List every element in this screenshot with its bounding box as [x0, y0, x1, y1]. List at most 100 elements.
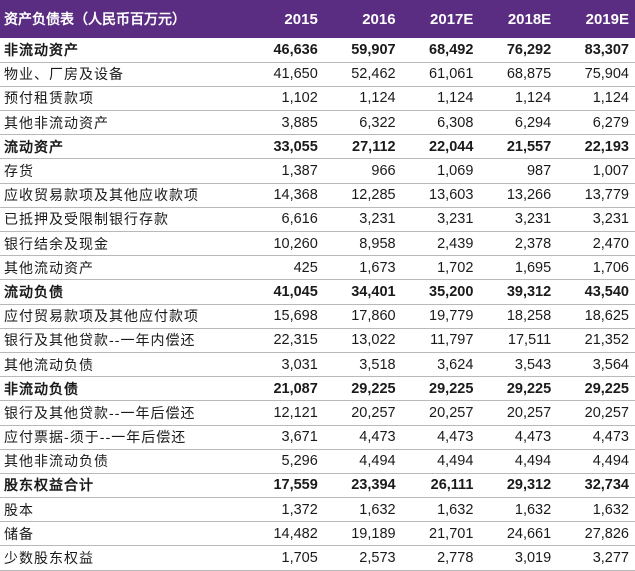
row-label: 银行及其他贷款--一年内偿还	[0, 328, 246, 353]
row-value: 33,055	[246, 134, 324, 160]
row-value: 1,124	[557, 86, 635, 112]
row-label: 其他非流动资产	[0, 110, 246, 136]
row-value: 59,907	[323, 38, 402, 63]
row-value: 6,308	[401, 110, 480, 136]
row-value: 1,124	[323, 86, 402, 112]
row-label: 少数股东权益	[0, 545, 246, 571]
header-year: 2015	[284, 10, 318, 28]
header-year: 2017E	[430, 10, 474, 28]
row-value: 20,257	[557, 400, 635, 426]
row-value: 1,695	[479, 255, 558, 281]
row-value: 68,875	[479, 62, 558, 87]
row-value: 2,439	[401, 231, 480, 257]
row-label: 银行及其他贷款--一年后偿还	[0, 400, 246, 426]
table-row: 股东权益合计 17,559 23,394 26,111 29,312 32,734	[0, 473, 635, 499]
row-value: 76,292	[479, 38, 558, 63]
row-value: 21,557	[479, 134, 558, 160]
row-value: 29,225	[557, 376, 635, 402]
row-value: 41,045	[246, 279, 324, 305]
row-value: 3,277	[557, 545, 635, 571]
row-value: 75,904	[557, 62, 635, 87]
row-value: 2,470	[557, 231, 635, 257]
row-value: 5,296	[246, 449, 324, 474]
row-value: 1,124	[479, 86, 558, 112]
row-value: 1,673	[323, 255, 402, 281]
row-value: 21,087	[246, 376, 324, 402]
table-row: 股本 1,372 1,632 1,632 1,632 1,632	[0, 497, 635, 523]
row-value: 12,121	[246, 400, 324, 426]
row-value: 1,124	[401, 86, 480, 112]
row-value: 20,257	[323, 400, 402, 426]
row-value: 29,225	[479, 376, 558, 402]
row-label: 非流动资产	[0, 38, 246, 63]
table-row: 存货 1,387 966 1,069 987 1,007	[0, 158, 635, 184]
row-value: 3,231	[401, 207, 480, 233]
row-value: 1,387	[246, 158, 324, 184]
row-label: 物业、厂房及设备	[0, 62, 246, 87]
row-value: 13,603	[401, 183, 480, 208]
row-value: 68,492	[401, 38, 480, 63]
row-value: 8,958	[323, 231, 402, 257]
table-header: 资产负债表（人民币百万元） 2015 2016 2017E 2018E 2019…	[0, 0, 635, 38]
row-label: 应付票据-须于--一年后偿还	[0, 425, 246, 450]
row-value: 29,225	[323, 376, 402, 402]
row-value: 34,401	[323, 279, 402, 305]
row-value: 6,322	[323, 110, 402, 136]
header-year: 2016	[362, 10, 396, 28]
row-value: 22,044	[401, 134, 480, 160]
row-value: 987	[479, 158, 558, 184]
row-label: 应收贸易款项及其他应收款项	[0, 183, 246, 208]
row-value: 17,511	[479, 328, 558, 353]
table-row: 应收贸易款项及其他应收款项 14,368 12,285 13,603 13,266 13,…	[0, 183, 635, 208]
row-label: 其他非流动负债	[0, 449, 246, 474]
row-value: 1,632	[557, 497, 635, 523]
table-row: 银行及其他贷款--一年内偿还 22,315 13,022 11,797 17,511 21…	[0, 328, 635, 353]
row-value: 3,543	[479, 352, 558, 378]
row-value: 1,705	[246, 545, 324, 571]
row-value: 29,312	[479, 473, 558, 499]
row-value: 1,632	[401, 497, 480, 523]
row-value: 3,671	[246, 425, 324, 450]
header-year: 2019E	[585, 10, 629, 28]
table-row: 其他非流动资产 3,885 6,322 6,308 6,294 6,279	[0, 110, 635, 136]
row-value: 3,019	[479, 545, 558, 571]
row-value: 23,394	[323, 473, 402, 499]
row-value: 61,061	[401, 62, 480, 87]
header-year: 2018E	[507, 10, 552, 28]
row-label: 股东权益合计	[0, 473, 246, 499]
row-value: 4,473	[557, 425, 635, 450]
row-value: 3,885	[246, 110, 324, 136]
row-value: 3,031	[246, 352, 324, 378]
row-label: 应付贸易款项及其他应付款项	[0, 304, 246, 329]
row-value: 35,200	[401, 279, 480, 305]
row-value: 32,734	[557, 473, 635, 499]
row-value: 27,112	[323, 134, 402, 160]
row-value: 21,352	[557, 328, 635, 353]
row-value: 1,706	[557, 255, 635, 281]
table-row: 其他非流动负债 5,296 4,494 4,494 4,494 4,494	[0, 449, 635, 474]
row-value: 4,494	[401, 449, 480, 474]
row-label: 流动负债	[0, 279, 246, 305]
row-value: 19,779	[401, 304, 480, 329]
row-value: 4,494	[557, 449, 635, 474]
row-value: 17,559	[246, 473, 324, 499]
row-value: 22,193	[557, 134, 635, 160]
row-label: 银行结余及现金	[0, 231, 246, 257]
table-row: 应付贸易款项及其他应付款项 15,698 17,860 19,779 18,258 18,…	[0, 304, 635, 329]
table-row: 预付租赁款项 1,102 1,124 1,124 1,124 1,124	[0, 86, 635, 112]
row-value: 13,022	[323, 328, 402, 353]
row-value: 2,378	[479, 231, 558, 257]
row-value: 10,260	[246, 231, 324, 257]
table-row: 已抵押及受限制银行存款 6,616 3,231 3,231 3,231 3,231	[0, 207, 635, 233]
row-value: 11,797	[401, 328, 480, 353]
row-value: 4,473	[401, 425, 480, 450]
row-value: 43,540	[557, 279, 635, 305]
row-label: 其他流动资产	[0, 255, 246, 281]
row-value: 3,231	[479, 207, 558, 233]
row-label: 非流动负债	[0, 376, 246, 402]
row-value: 4,494	[479, 449, 558, 474]
header-row: 资产负债表（人民币百万元） 2015 2016 2017E 2018E 2019…	[0, 0, 635, 38]
row-value: 14,368	[246, 183, 324, 208]
table-row: 银行结余及现金 10,260 8,958 2,439 2,378 2,470	[0, 231, 635, 257]
